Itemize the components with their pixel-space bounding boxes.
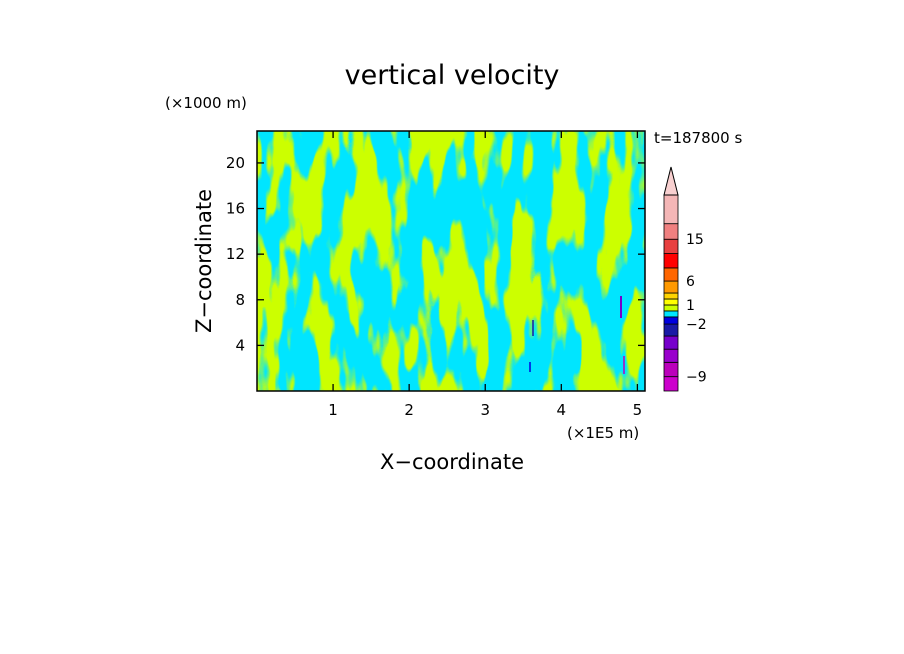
- colorbar-label: 1: [686, 298, 695, 314]
- y-unit-label: (×1000 m): [165, 94, 247, 112]
- colorbar: 15 6 1 −2 −9: [663, 166, 707, 392]
- y-tick-label: 20: [226, 154, 245, 172]
- colorbar-swatch: [663, 223, 679, 240]
- y-axis-ticks: 4 8 12 16 20: [226, 154, 645, 354]
- colorbar-swatch: [663, 238, 679, 254]
- y-tick-label: 4: [235, 336, 245, 354]
- y-tick-label: 12: [226, 245, 245, 263]
- colorbar-swatch: [663, 280, 679, 294]
- colorbar-label: −2: [686, 317, 707, 333]
- colorbar-swatch: [663, 292, 679, 300]
- colorbar-swatch: [663, 267, 679, 282]
- x-tick-label: 2: [404, 401, 414, 419]
- x-tick-label: 4: [557, 401, 567, 419]
- plot-area: [256, 130, 646, 392]
- x-axis-label: X−coordinate: [380, 450, 524, 474]
- colorbar-swatch: [663, 253, 679, 269]
- x-unit-label: (×1E5 m): [567, 424, 639, 442]
- time-label: t=187800 s: [654, 129, 742, 147]
- colorbar-swatch: [663, 310, 679, 318]
- colorbar-label: 15: [686, 232, 704, 248]
- colorbar-swatch: [663, 348, 679, 363]
- positive-field: [257, 131, 645, 391]
- small-features: [529, 296, 625, 374]
- chart-title: vertical velocity: [345, 60, 560, 91]
- colorbar-label: 6: [686, 274, 695, 290]
- x-axis-ticks: 1 2 3 4 5: [328, 131, 642, 419]
- colorbar-swatch: [663, 323, 679, 337]
- colorbar-swatch: [663, 194, 679, 225]
- plot-frame: [256, 130, 646, 392]
- colorbar-swatch: [663, 298, 679, 306]
- x-tick-label: 5: [633, 401, 643, 419]
- y-tick-label: 16: [226, 200, 245, 218]
- x-tick-label: 3: [480, 401, 490, 419]
- y-axis-label: Z−coordinate: [192, 189, 216, 333]
- colorbar-swatch: [663, 335, 679, 350]
- colorbar-swatch: [663, 304, 679, 312]
- colorbar-extend-arrow: [663, 166, 679, 196]
- colorbar-swatch: [663, 361, 679, 378]
- colorbar-swatch: [663, 316, 679, 325]
- y-tick-label: 8: [235, 291, 245, 309]
- x-tick-label: 1: [328, 401, 338, 419]
- colorbar-swatch: [663, 376, 679, 392]
- colorbar-label: −9: [686, 370, 707, 386]
